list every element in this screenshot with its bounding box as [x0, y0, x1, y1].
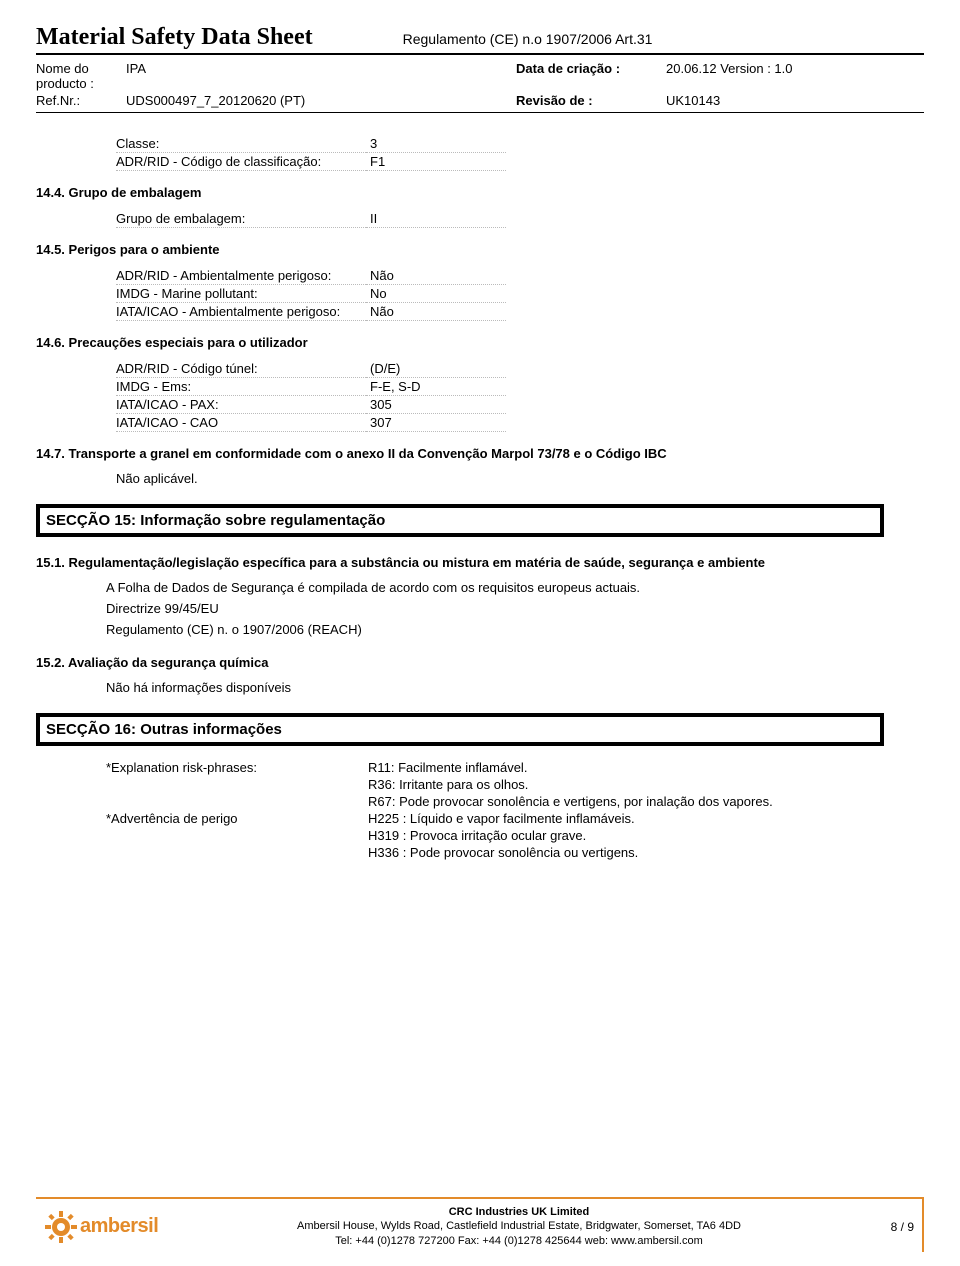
divider — [36, 53, 924, 55]
kv-key: ADR/RID - Código túnel: — [116, 360, 366, 378]
kv-key: IATA/ICAO - CAO — [116, 414, 366, 432]
text-line: Directrize 99/45/EU — [106, 601, 884, 616]
heading-14-7: 14.7. Transporte a granel em conformidad… — [36, 446, 884, 461]
kv-value: 305 — [366, 396, 506, 414]
text-14-7: Não aplicável. — [116, 471, 884, 486]
kv-table: Grupo de embalagem:II — [116, 210, 506, 228]
page-number: 8 / 9 — [864, 1220, 914, 1234]
kv-table: ADR/RID - Código túnel:(D/E) IMDG - Ems:… — [116, 360, 506, 432]
heading-14-5: 14.5. Perigos para o ambiente — [36, 242, 884, 257]
kv-value: No — [366, 285, 506, 303]
heading-14-4: 14.4. Grupo de embalagem — [36, 185, 884, 200]
logo: ambersil — [44, 1206, 174, 1248]
meta-value: UK10143 — [666, 93, 866, 108]
kv-key: Grupo de embalagem: — [116, 210, 366, 228]
divider — [36, 112, 924, 113]
meta-label: Nome do producto : — [36, 61, 126, 91]
footer-contact: Tel: +44 (0)1278 727200 Fax: +44 (0)1278… — [174, 1234, 864, 1248]
meta-value: IPA — [126, 61, 516, 91]
heading-15-1: 15.1. Regulamentação/legislação específi… — [36, 555, 884, 570]
risk-line: R67: Pode provocar sonolência e vertigen… — [368, 794, 884, 809]
kv-key: IMDG - Marine pollutant: — [116, 285, 366, 303]
footer: ambersil CRC Industries UK Limited Amber… — [36, 1197, 924, 1252]
text-line: A Folha de Dados de Segurança é compilad… — [106, 580, 884, 595]
kv-value: F1 — [366, 153, 506, 171]
footer-address: Ambersil House, Wylds Road, Castlefield … — [174, 1219, 864, 1233]
kv-value: (D/E) — [366, 360, 506, 378]
kv-value: 307 — [366, 414, 506, 432]
heading-15-2: 15.2. Avaliação da segurança química — [36, 655, 884, 670]
hazard-line: H319 : Provoca irritação ocular grave. — [368, 828, 884, 843]
doc-title: Material Safety Data Sheet — [36, 24, 313, 51]
meta-grid: Nome do producto : IPA Data de criação :… — [36, 61, 924, 108]
kv-value: II — [366, 210, 506, 228]
regulation-text: Regulamento (CE) n.o 1907/2006 Art.31 — [403, 31, 653, 47]
section-16-title: SECÇÃO 16: Outras informações — [36, 713, 884, 746]
section-15-title: SECÇÃO 15: Informação sobre regulamentaç… — [36, 504, 884, 537]
kv-key: IMDG - Ems: — [116, 378, 366, 396]
hazard-label: *Advertência de perigo — [106, 811, 356, 826]
kv-key: Classe: — [116, 135, 366, 153]
kv-value: Não — [366, 267, 506, 285]
text-line: Regulamento (CE) n. o 1907/2006 (REACH) — [106, 622, 884, 637]
meta-value: 20.06.12 Version : 1.0 — [666, 61, 866, 91]
hazard-line: H336 : Pode provocar sonolência ou verti… — [368, 845, 884, 860]
risk-line: R11: Facilmente inflamável. — [368, 760, 884, 775]
kv-key: ADR/RID - Código de classificação: — [116, 153, 366, 171]
heading-14-6: 14.6. Precauções especiais para o utiliz… — [36, 335, 884, 350]
risk-label: *Explanation risk-phrases: — [106, 760, 356, 775]
kv-key: IATA/ICAO - Ambientalmente perigoso: — [116, 303, 366, 321]
kv-key: IATA/ICAO - PAX: — [116, 396, 366, 414]
kv-value: 3 — [366, 135, 506, 153]
footer-company: CRC Industries UK Limited — [174, 1205, 864, 1219]
kv-key: ADR/RID - Ambientalmente perigoso: — [116, 267, 366, 285]
kv-table: Classe:3 ADR/RID - Código de classificaç… — [116, 135, 506, 171]
kv-value: Não — [366, 303, 506, 321]
risk-line: R36: Irritante para os olhos. — [368, 777, 884, 792]
text-15-2: Não há informações disponíveis — [106, 680, 884, 695]
gear-icon — [44, 1210, 78, 1244]
meta-label: Ref.Nr.: — [36, 93, 126, 108]
meta-label: Revisão de : — [516, 93, 666, 108]
logo-text: ambersil — [80, 1215, 158, 1238]
kv-value: F-E, S-D — [366, 378, 506, 396]
meta-value: UDS000497_7_20120620 (PT) — [126, 93, 516, 108]
kv-table: ADR/RID - Ambientalmente perigoso:Não IM… — [116, 267, 506, 321]
meta-label: Data de criação : — [516, 61, 666, 91]
hazard-line: H225 : Líquido e vapor facilmente inflam… — [368, 811, 884, 826]
